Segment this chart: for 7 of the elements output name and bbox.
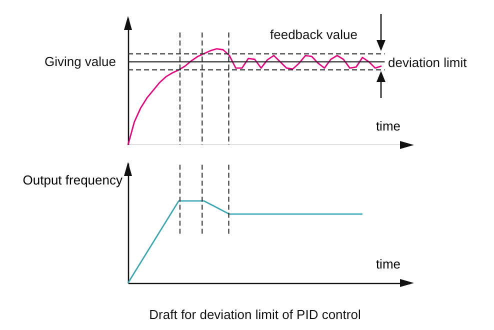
text: Draft for deviation limit of PID control [149, 307, 361, 322]
x-axis-title: time [376, 118, 400, 134]
text: feedback value [270, 27, 358, 42]
ref-line-label: Giving value [44, 54, 116, 69]
annotation: deviation limit [388, 55, 468, 70]
x-axis-title: time [376, 256, 400, 272]
y-axis-title: Output frequency [22, 172, 123, 188]
